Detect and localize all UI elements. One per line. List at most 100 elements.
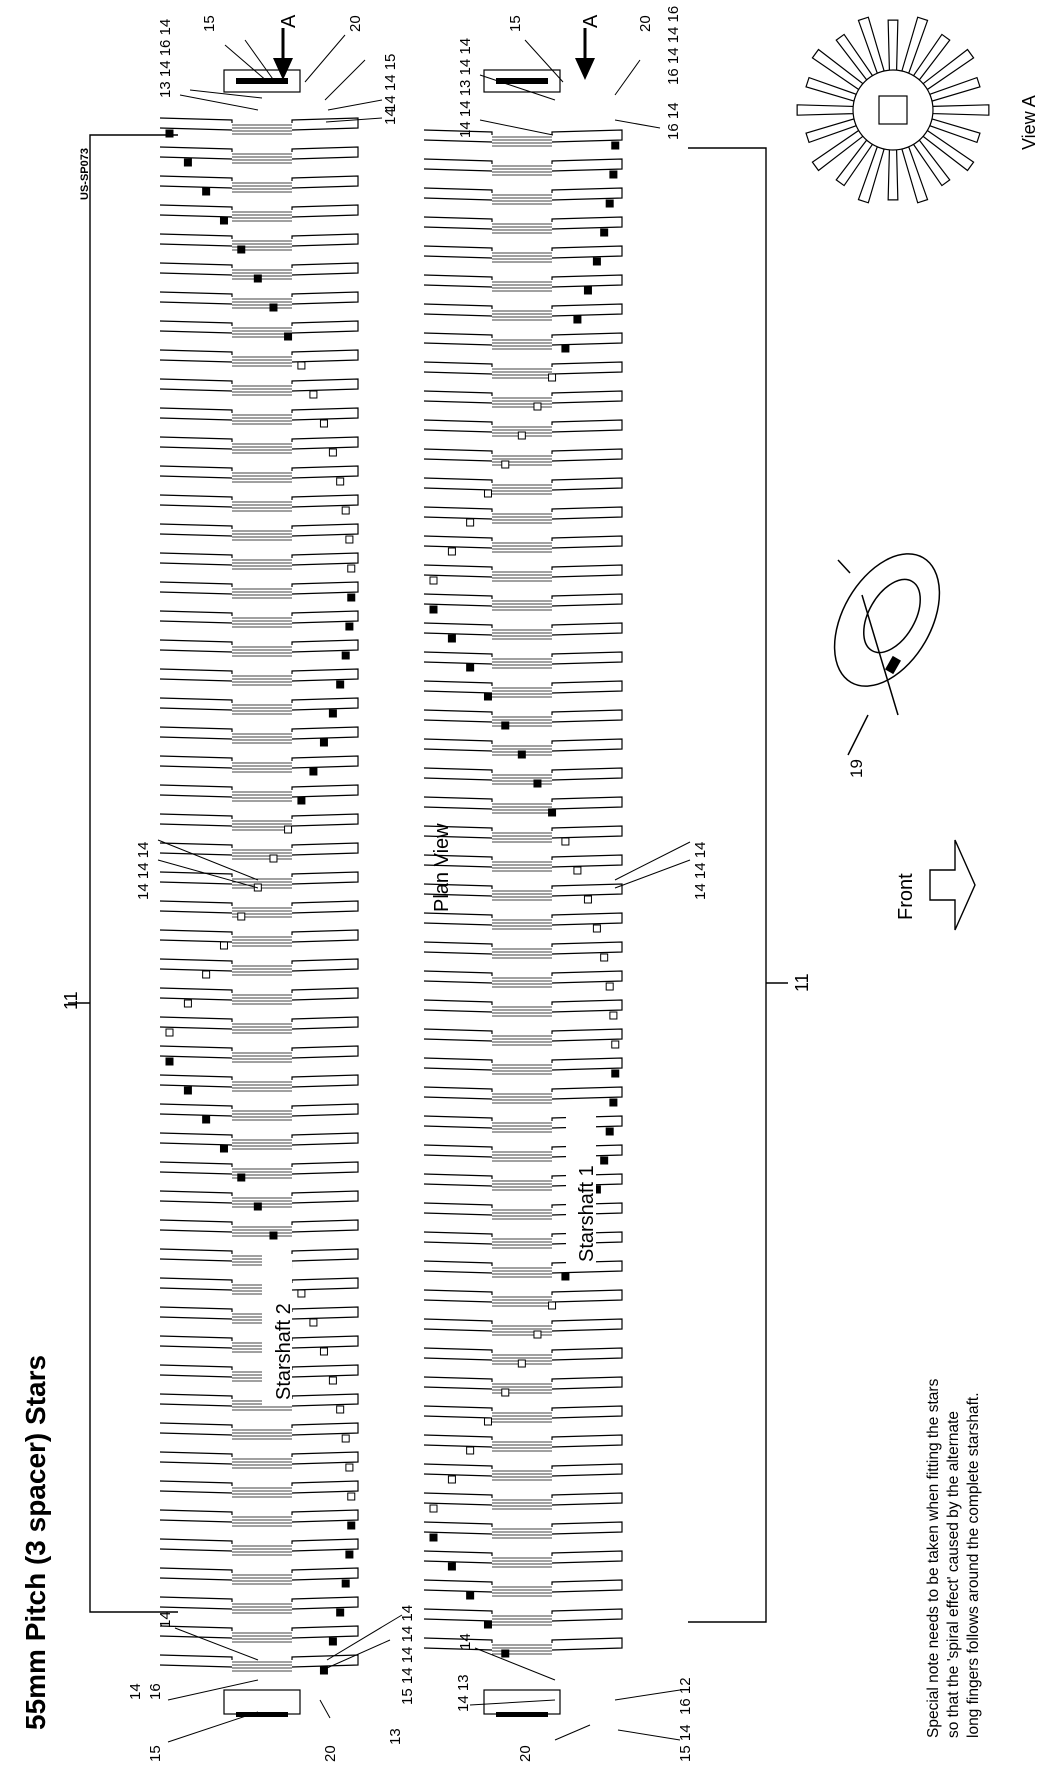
- starshaft-2-long-finger-mark: [183, 158, 192, 167]
- starshaft-2-spacer: [232, 588, 292, 599]
- starshaft-1-long-finger-mark: [483, 1417, 492, 1426]
- starshaft-1-long-finger-mark: [605, 1127, 614, 1136]
- starshaft-2-long-finger-mark: [284, 332, 293, 341]
- starshaft-1-long-finger-mark: [466, 1446, 475, 1455]
- starshaft-2-spacer: [232, 269, 292, 280]
- page-title: 55mm Pitch (3 spacer) Stars: [20, 1355, 51, 1730]
- starshaft-2-star-disc: [159, 639, 359, 653]
- starshaft-1-long-finger-mark: [548, 1301, 557, 1310]
- starshaft-2-spacer: [232, 211, 292, 222]
- starshaft-1-spacer: [492, 1296, 552, 1307]
- starshaft-1-long-finger-mark: [429, 1504, 438, 1513]
- starshaft-2-star-disc: [159, 378, 359, 392]
- starshaft-1-long-finger-mark: [592, 257, 601, 266]
- starshaft-1-star-disc: [423, 1550, 623, 1564]
- starshaft-2-spacer: [232, 646, 292, 657]
- starshaft-1-star-disc: [423, 274, 623, 288]
- starshaft-2-long-finger-mark: [336, 1405, 345, 1414]
- starshaft-2-long-finger-mark: [336, 1608, 345, 1617]
- starshaft-1-star-disc: [423, 419, 623, 433]
- starshaft-1-spacer: [492, 310, 552, 321]
- starshaft-2-spacer: [232, 675, 292, 686]
- starshaft-2-spacer: [232, 153, 292, 164]
- starshaft-2-spacer: [232, 1632, 292, 1643]
- starshaft-1-long-finger-mark: [501, 1388, 510, 1397]
- starshaft-1-long-finger-mark: [561, 837, 570, 846]
- starshaft-1-star-disc: [423, 245, 623, 259]
- starshaft-2-star-disc: [159, 784, 359, 798]
- starshaft-1-star-disc: [423, 1608, 623, 1622]
- starshaft-1-long-finger-mark: [429, 576, 438, 585]
- starshaft-2-long-finger-mark: [297, 361, 306, 370]
- starshaft-1-star-disc: [423, 1463, 623, 1477]
- starshaft-2-spacer: [232, 1603, 292, 1614]
- callout-s1-bottom-right-2: 15 14: [677, 1724, 694, 1762]
- starshaft-1-long-finger-mark: [429, 605, 438, 614]
- callout-s1-top-15: 15: [507, 15, 524, 32]
- callout-s2-right-stack-2: 14: [382, 108, 399, 125]
- starshaft-1-long-finger-mark: [600, 228, 609, 237]
- starshaft-1-long-finger-mark: [501, 1649, 510, 1658]
- starshaft-1-long-finger-mark: [609, 1098, 618, 1107]
- starshaft-1-spacer: [492, 716, 552, 727]
- starshaft-2-spacer: [232, 559, 292, 570]
- starshaft-2-long-finger-mark: [347, 564, 356, 573]
- callout-s2-mid: 14 14 14: [135, 842, 152, 900]
- starshaft-2-spacer: [232, 1110, 292, 1121]
- starshaft-1-long-finger-mark: [548, 373, 557, 382]
- starshaft-2-star-disc: [159, 1567, 359, 1581]
- starshaft-2-long-finger-mark: [297, 1289, 306, 1298]
- starshaft-2-star-disc: [159, 1074, 359, 1088]
- plan-view-label: Plan View: [431, 823, 453, 912]
- starshaft-2-long-finger-mark: [347, 1521, 356, 1530]
- callout-s2-bottom-13: 13: [387, 1728, 404, 1745]
- starshaft-2-star-disc: [159, 668, 359, 682]
- starshaft-2-long-finger-mark: [219, 216, 228, 225]
- starshaft-1-spacer: [492, 194, 552, 205]
- starshaft-1-long-finger-mark: [561, 344, 570, 353]
- starshaft-2-spacer: [232, 1574, 292, 1585]
- starshaft-1-star-disc: [423, 1318, 623, 1332]
- starshaft-1-spacer: [492, 919, 552, 930]
- starshaft-2-long-finger-mark: [309, 1318, 318, 1327]
- starshaft-2-star-disc: [159, 436, 359, 450]
- starshaft-2-bottom-end-hub: [223, 1689, 301, 1715]
- starshaft-2-long-finger-mark: [253, 274, 262, 283]
- starshaft-2-spacer: [232, 124, 292, 135]
- starshaft-1-star-disc: [423, 506, 623, 520]
- starshaft-2-star-disc: [159, 291, 359, 305]
- starshaft-1-spacer: [492, 1064, 552, 1075]
- starshaft-1-spacer: [492, 542, 552, 553]
- starshaft-1-long-finger-mark: [611, 141, 620, 150]
- note-line-3: long fingers follows around the complete…: [965, 1393, 982, 1739]
- starshaft-1-star-disc: [423, 535, 623, 549]
- starshaft-1-long-finger-mark: [611, 1069, 620, 1078]
- starshaft-2-long-finger-mark: [319, 419, 328, 428]
- starshaft-2-spacer: [232, 501, 292, 512]
- starshaft-1-star-disc: [423, 1376, 623, 1390]
- starshaft-1-long-finger-mark: [501, 460, 510, 469]
- starshaft-2-long-finger-mark: [202, 187, 211, 196]
- starshaft-1-long-finger-mark: [573, 866, 582, 875]
- starshaft-2-long-finger-mark: [309, 390, 318, 399]
- starshaft-2-long-finger-mark: [165, 1028, 174, 1037]
- starshaft-1-long-finger-mark: [447, 547, 456, 556]
- starshaft-2-spacer: [232, 240, 292, 251]
- starshaft-2-spacer: [232, 472, 292, 483]
- starshaft-1-star-disc: [423, 477, 623, 491]
- callout-s1-bottom-20: 20: [517, 1745, 534, 1762]
- callout-s1-top-left: 14 14 13 14 14: [457, 38, 474, 138]
- starshaft-2-star-disc: [159, 842, 359, 856]
- starshaft-1-star-disc: [423, 564, 623, 578]
- starshaft-2-spacer: [232, 1661, 292, 1672]
- starshaft-2-star-disc: [159, 1422, 359, 1436]
- starshaft-2-star-disc: [159, 1509, 359, 1523]
- starshaft-1-long-finger-mark: [501, 721, 510, 730]
- starshaft-2-long-finger-mark: [183, 1086, 192, 1095]
- starshaft-1-star-disc: [423, 651, 623, 665]
- starshaft-1-spacer: [492, 455, 552, 466]
- starshaft-2-spacer: [232, 356, 292, 367]
- starshaft-2-star-disc: [159, 146, 359, 160]
- starshaft-2-spacer: [232, 443, 292, 454]
- starshaft-2-long-finger-mark: [165, 1057, 174, 1066]
